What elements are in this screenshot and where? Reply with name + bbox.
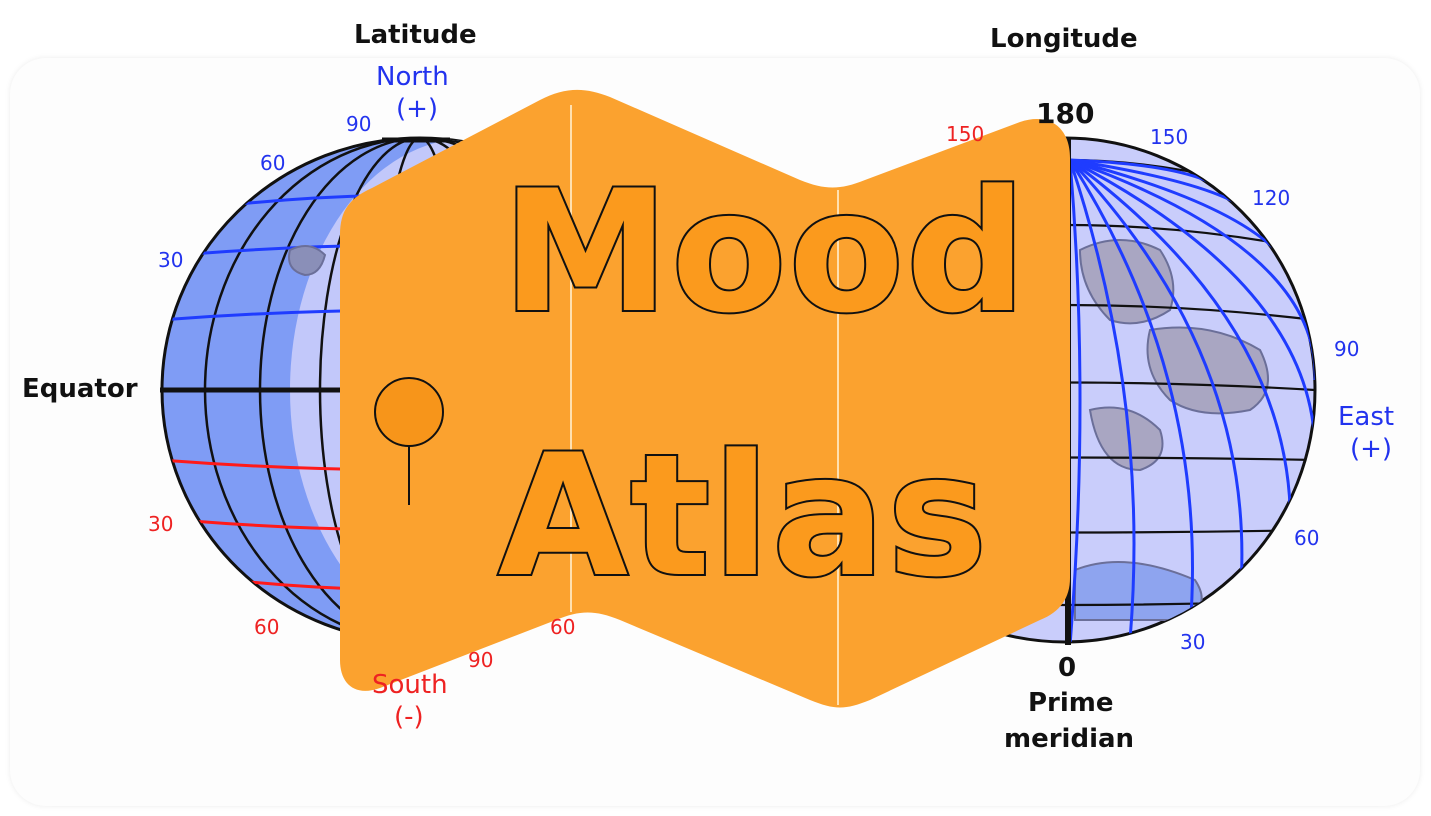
logo-title-line2: Atlas: [496, 418, 990, 614]
lat-tick-60s-right: 60: [550, 615, 576, 639]
equator-label: Equator: [22, 374, 138, 404]
lat-tick-90n: 90: [346, 112, 372, 136]
north-sign: (+): [396, 94, 439, 124]
lon-tick-150w: 150: [946, 122, 985, 146]
north-label: North: [376, 62, 449, 92]
prime-meridian-label-line1: Prime: [1028, 688, 1114, 718]
lon-tick-90e: 90: [1334, 337, 1360, 361]
lat-tick-30s: 30: [148, 512, 174, 536]
lat-tick-90s: 90: [468, 648, 494, 672]
lon-180-label: 180: [1036, 97, 1095, 130]
south-label: South: [372, 670, 448, 700]
lon-tick-60e: 60: [1294, 526, 1320, 550]
east-label: East: [1338, 402, 1395, 432]
longitude-title: Longitude: [990, 24, 1138, 54]
lon-tick-30e: 30: [1180, 630, 1206, 654]
lon-tick-150e: 150: [1150, 125, 1189, 149]
logo-title-line1: Mood: [500, 154, 1029, 350]
logo-map-shape: [340, 89, 1070, 708]
lon-0-label: 0: [1058, 653, 1077, 683]
lat-tick-60n: 60: [260, 151, 286, 175]
prime-meridian-label-line2: meridian: [1004, 724, 1135, 754]
south-sign: (-): [394, 702, 424, 732]
map-pin-icon: [374, 377, 444, 505]
east-sign: (+): [1350, 434, 1393, 464]
latitude-title: Latitude: [354, 20, 477, 50]
lon-tick-120e: 120: [1252, 186, 1291, 210]
lat-tick-60s: 60: [254, 615, 280, 639]
lat-tick-30n: 30: [158, 248, 184, 272]
